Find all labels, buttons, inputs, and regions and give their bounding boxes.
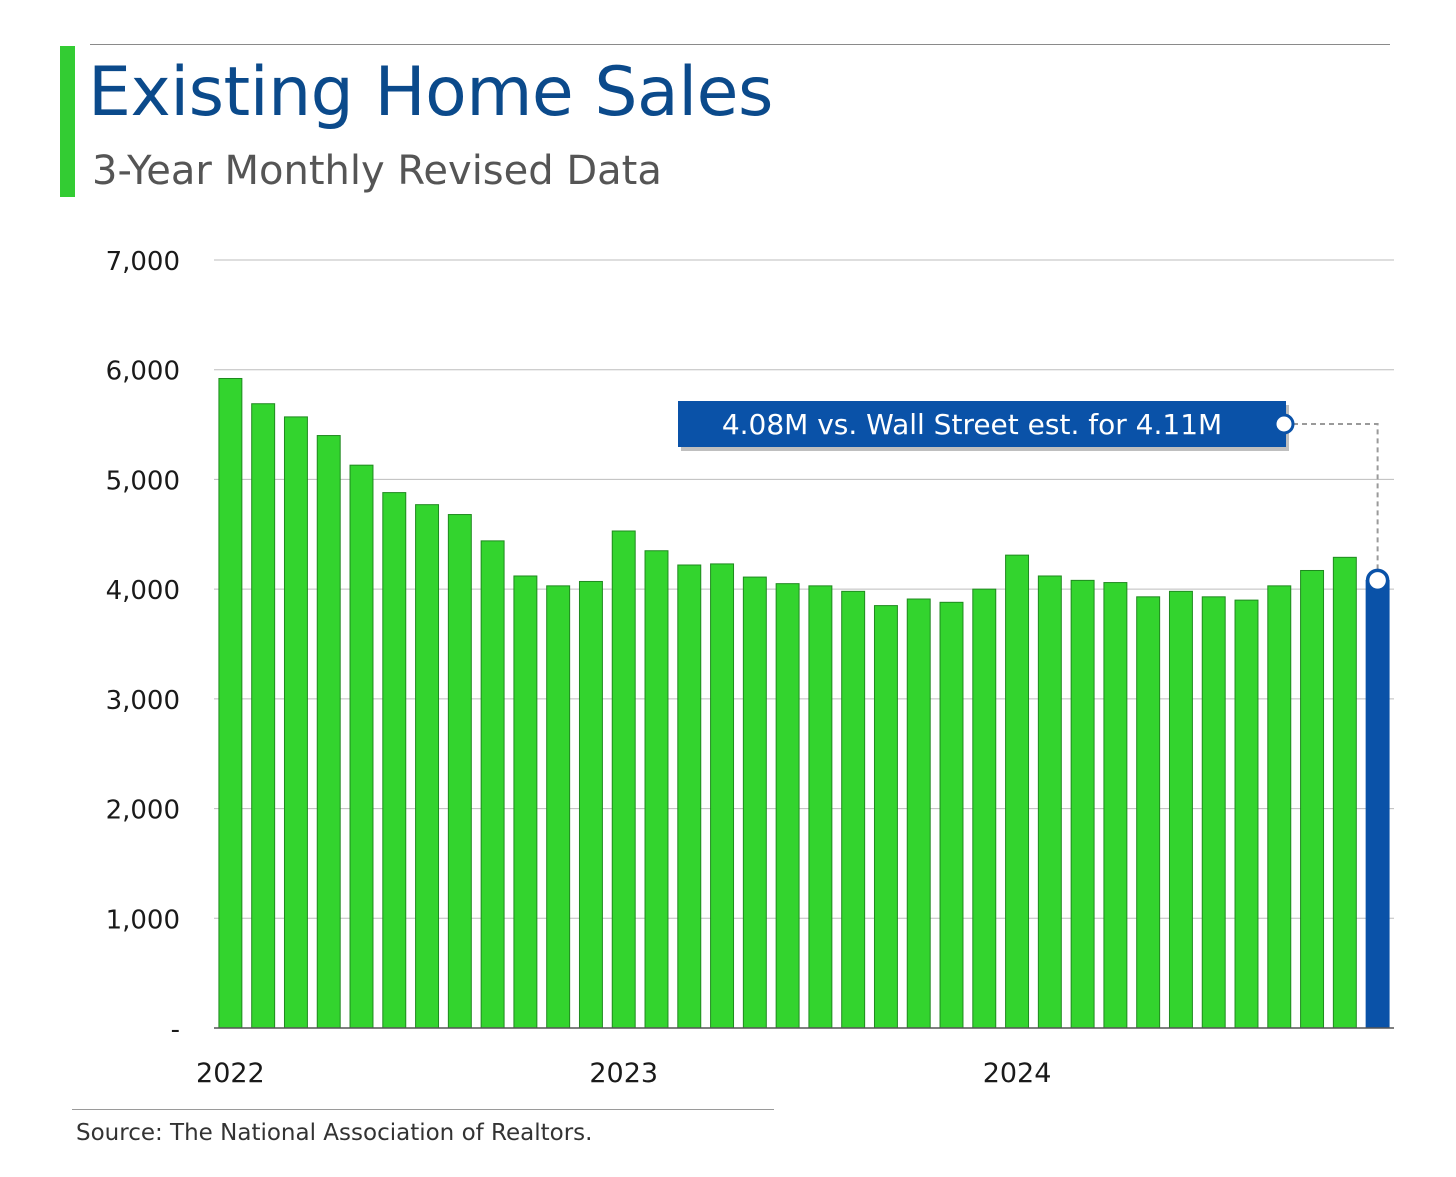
- chart-title: Existing Home Sales: [88, 53, 773, 132]
- bar: [1070, 579, 1095, 1029]
- bar: [677, 564, 702, 1029]
- bar: [415, 504, 440, 1029]
- bar: [611, 530, 636, 1029]
- bar: [1234, 599, 1259, 1029]
- chart-subtitle: 3-Year Monthly Revised Data: [92, 148, 662, 194]
- bar: [972, 588, 997, 1029]
- bar: [513, 575, 538, 1029]
- annotation-box: [678, 401, 1286, 447]
- bar: [644, 550, 669, 1029]
- bar: [480, 540, 505, 1029]
- bar-latest: [1365, 579, 1390, 1029]
- source-rule: [72, 1109, 774, 1110]
- bar: [710, 563, 735, 1029]
- title-accent-bar: [60, 46, 75, 197]
- bar: [447, 514, 472, 1029]
- bar: [1037, 575, 1062, 1029]
- bar: [1136, 596, 1161, 1029]
- bar: [841, 590, 866, 1029]
- y-tick-label: 1,000: [106, 905, 180, 935]
- bar: [906, 598, 931, 1029]
- bar: [283, 416, 308, 1029]
- bar: [546, 585, 571, 1029]
- annotation-label: 4.08M vs. Wall Street est. for 4.11M: [722, 408, 1222, 441]
- bar: [742, 576, 767, 1029]
- y-tick-label: 3,000: [106, 686, 180, 716]
- bar: [218, 377, 243, 1029]
- y-tick-label: 2,000: [106, 796, 180, 826]
- source-note: Source: The National Association of Real…: [76, 1120, 593, 1146]
- y-tick-label: 5,000: [106, 466, 180, 496]
- bar: [775, 583, 800, 1029]
- annotation-leader: [1284, 423, 1379, 581]
- bar: [578, 580, 603, 1029]
- bar: [1168, 590, 1193, 1029]
- y-tick-label: 7,000: [106, 247, 180, 277]
- bar: [939, 601, 964, 1029]
- bar: [873, 605, 898, 1029]
- bar: [1300, 569, 1325, 1029]
- y-tick-label: -: [171, 1015, 180, 1045]
- x-tick-label: 2024: [983, 1058, 1052, 1089]
- latest-point-marker: [1365, 568, 1390, 593]
- bar: [1103, 582, 1128, 1029]
- bar: [1267, 585, 1292, 1029]
- bar: [382, 492, 407, 1029]
- y-tick-label: 6,000: [106, 357, 180, 387]
- bar: [251, 403, 276, 1029]
- x-tick-label: 2023: [589, 1058, 658, 1089]
- y-tick-label: 4,000: [106, 576, 180, 606]
- x-tick-label: 2022: [196, 1058, 265, 1089]
- bar: [1332, 556, 1357, 1029]
- bar: [1201, 596, 1226, 1029]
- bar: [316, 435, 341, 1029]
- annotation-dot: [1273, 413, 1295, 435]
- bar: [349, 464, 374, 1029]
- bar: [808, 585, 833, 1029]
- bar: [1005, 554, 1030, 1029]
- top-rule: [90, 44, 1390, 45]
